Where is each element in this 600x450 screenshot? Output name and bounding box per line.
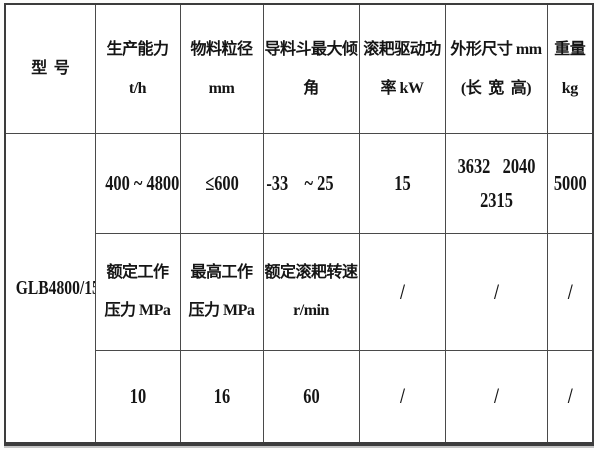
rated-rake-speed-label-unit: r/min bbox=[293, 301, 329, 319]
dimensions-value-cell: 3632 2040 2315 bbox=[444, 132, 548, 234]
rated-rake-speed-label-cell: 额定滚耙转速 r/min bbox=[262, 232, 360, 351]
header-particle-size-line1: 物料粒径 bbox=[190, 40, 253, 58]
header-model: 型 号 bbox=[4, 3, 96, 134]
header-drive-power-line2: 率 kW bbox=[380, 79, 424, 97]
na-cell-weight: / bbox=[546, 232, 594, 351]
hopper-tilt-value: -33 ~ 25 bbox=[265, 171, 334, 195]
hopper-tilt-value-cell: -33 ~ 25 bbox=[262, 132, 360, 234]
header-dimensions-line2: (长 宽 高) bbox=[460, 79, 532, 97]
max-pressure-value-cell: 16 bbox=[179, 349, 264, 445]
na-slash: / bbox=[567, 278, 573, 304]
header-model-label: 型 号 bbox=[31, 60, 70, 78]
spec-table: 型 号 生产能力 t/h 物料粒径 mm 导料斗最大倾 角 滚耙驱动功 率 kW bbox=[4, 3, 594, 446]
max-pressure-label-cell: 最高工作 压力 MPa bbox=[179, 232, 264, 351]
rated-pressure-label-cell: 额定工作 压力 MPa bbox=[94, 232, 181, 351]
header-particle-size: 物料粒径 mm bbox=[179, 3, 264, 134]
header-hopper-tilt-line2: 角 bbox=[303, 79, 319, 97]
drive-power-value-cell: 15 bbox=[358, 132, 446, 234]
rated-pressure-label-line2: 压力 MPa bbox=[104, 301, 171, 319]
weight-value: 5000 bbox=[553, 171, 587, 195]
header-hopper-tilt-line1: 导料斗最大倾 bbox=[264, 40, 358, 58]
header-drive-power-line1: 滚耙驱动功 bbox=[363, 40, 441, 58]
na-slash: / bbox=[493, 278, 499, 304]
header-dimensions: 外形尺寸 mm (长 宽 高) bbox=[444, 3, 548, 134]
header-capacity-unit: t/h bbox=[128, 79, 147, 97]
na-slash: / bbox=[399, 383, 405, 409]
na-slash: / bbox=[399, 278, 405, 304]
header-row: 型 号 生产能力 t/h 物料粒径 mm 导料斗最大倾 角 滚耙驱动功 率 kW bbox=[4, 3, 594, 134]
drive-power-value: 15 bbox=[393, 171, 411, 195]
rated-pressure-value-cell: 10 bbox=[94, 349, 181, 445]
na-cell-power-2: / bbox=[358, 349, 446, 445]
capacity-value-cell: 400 ~ 4800 bbox=[94, 132, 181, 234]
header-capacity: 生产能力 t/h bbox=[94, 3, 181, 134]
header-weight-unit: kg bbox=[561, 79, 578, 97]
na-cell-dimensions: / bbox=[444, 232, 548, 351]
header-capacity-line1: 生产能力 bbox=[106, 40, 169, 58]
model-value-cell: GLB4800/15 bbox=[4, 132, 96, 445]
na-cell-weight-2: / bbox=[546, 349, 594, 445]
weight-value-cell: 5000 bbox=[546, 132, 594, 234]
na-cell-power: / bbox=[358, 232, 446, 351]
particle-size-value: ≤600 bbox=[204, 171, 239, 195]
header-particle-size-unit: mm bbox=[208, 79, 235, 97]
header-weight-line1: 重量 bbox=[554, 40, 586, 58]
rated-rake-speed-label-line1: 额定滚耙转速 bbox=[264, 263, 358, 281]
rated-rake-speed-value: 60 bbox=[302, 384, 320, 409]
max-pressure-label-line1: 最高工作 bbox=[190, 263, 253, 281]
sub-values-row: 10 16 60 / / / bbox=[5, 349, 594, 445]
dimensions-value-line2: 2315 bbox=[479, 188, 513, 212]
na-cell-dimensions-2: / bbox=[444, 349, 548, 445]
na-slash: / bbox=[567, 383, 573, 409]
rated-pressure-value: 10 bbox=[129, 384, 146, 409]
rated-rake-speed-value-cell: 60 bbox=[262, 349, 360, 445]
max-pressure-value: 16 bbox=[213, 384, 230, 409]
header-drive-power: 滚耙驱动功 率 kW bbox=[358, 3, 446, 134]
na-slash: / bbox=[493, 383, 499, 409]
max-pressure-label-line2: 压力 MPa bbox=[188, 301, 255, 319]
capacity-value: 400 ~ 4800 bbox=[104, 171, 179, 195]
sub-header-row: 额定工作 压力 MPa 最高工作 压力 MPa 额定滚耙转速 r/min / / bbox=[5, 232, 594, 351]
header-dimensions-line1: 外形尺寸 mm bbox=[450, 40, 542, 58]
rated-pressure-label-line1: 额定工作 bbox=[106, 263, 169, 281]
particle-size-value-cell: ≤600 bbox=[179, 132, 264, 234]
header-weight: 重量 kg bbox=[546, 3, 594, 134]
spec-values-row: GLB4800/15 400 ~ 4800 ≤600 -33 ~ 25 15 3… bbox=[4, 132, 594, 445]
dimensions-value-line1: 3632 2040 bbox=[457, 154, 535, 178]
model-value: GLB4800/15 bbox=[15, 276, 95, 299]
header-hopper-tilt: 导料斗最大倾 角 bbox=[262, 3, 360, 134]
